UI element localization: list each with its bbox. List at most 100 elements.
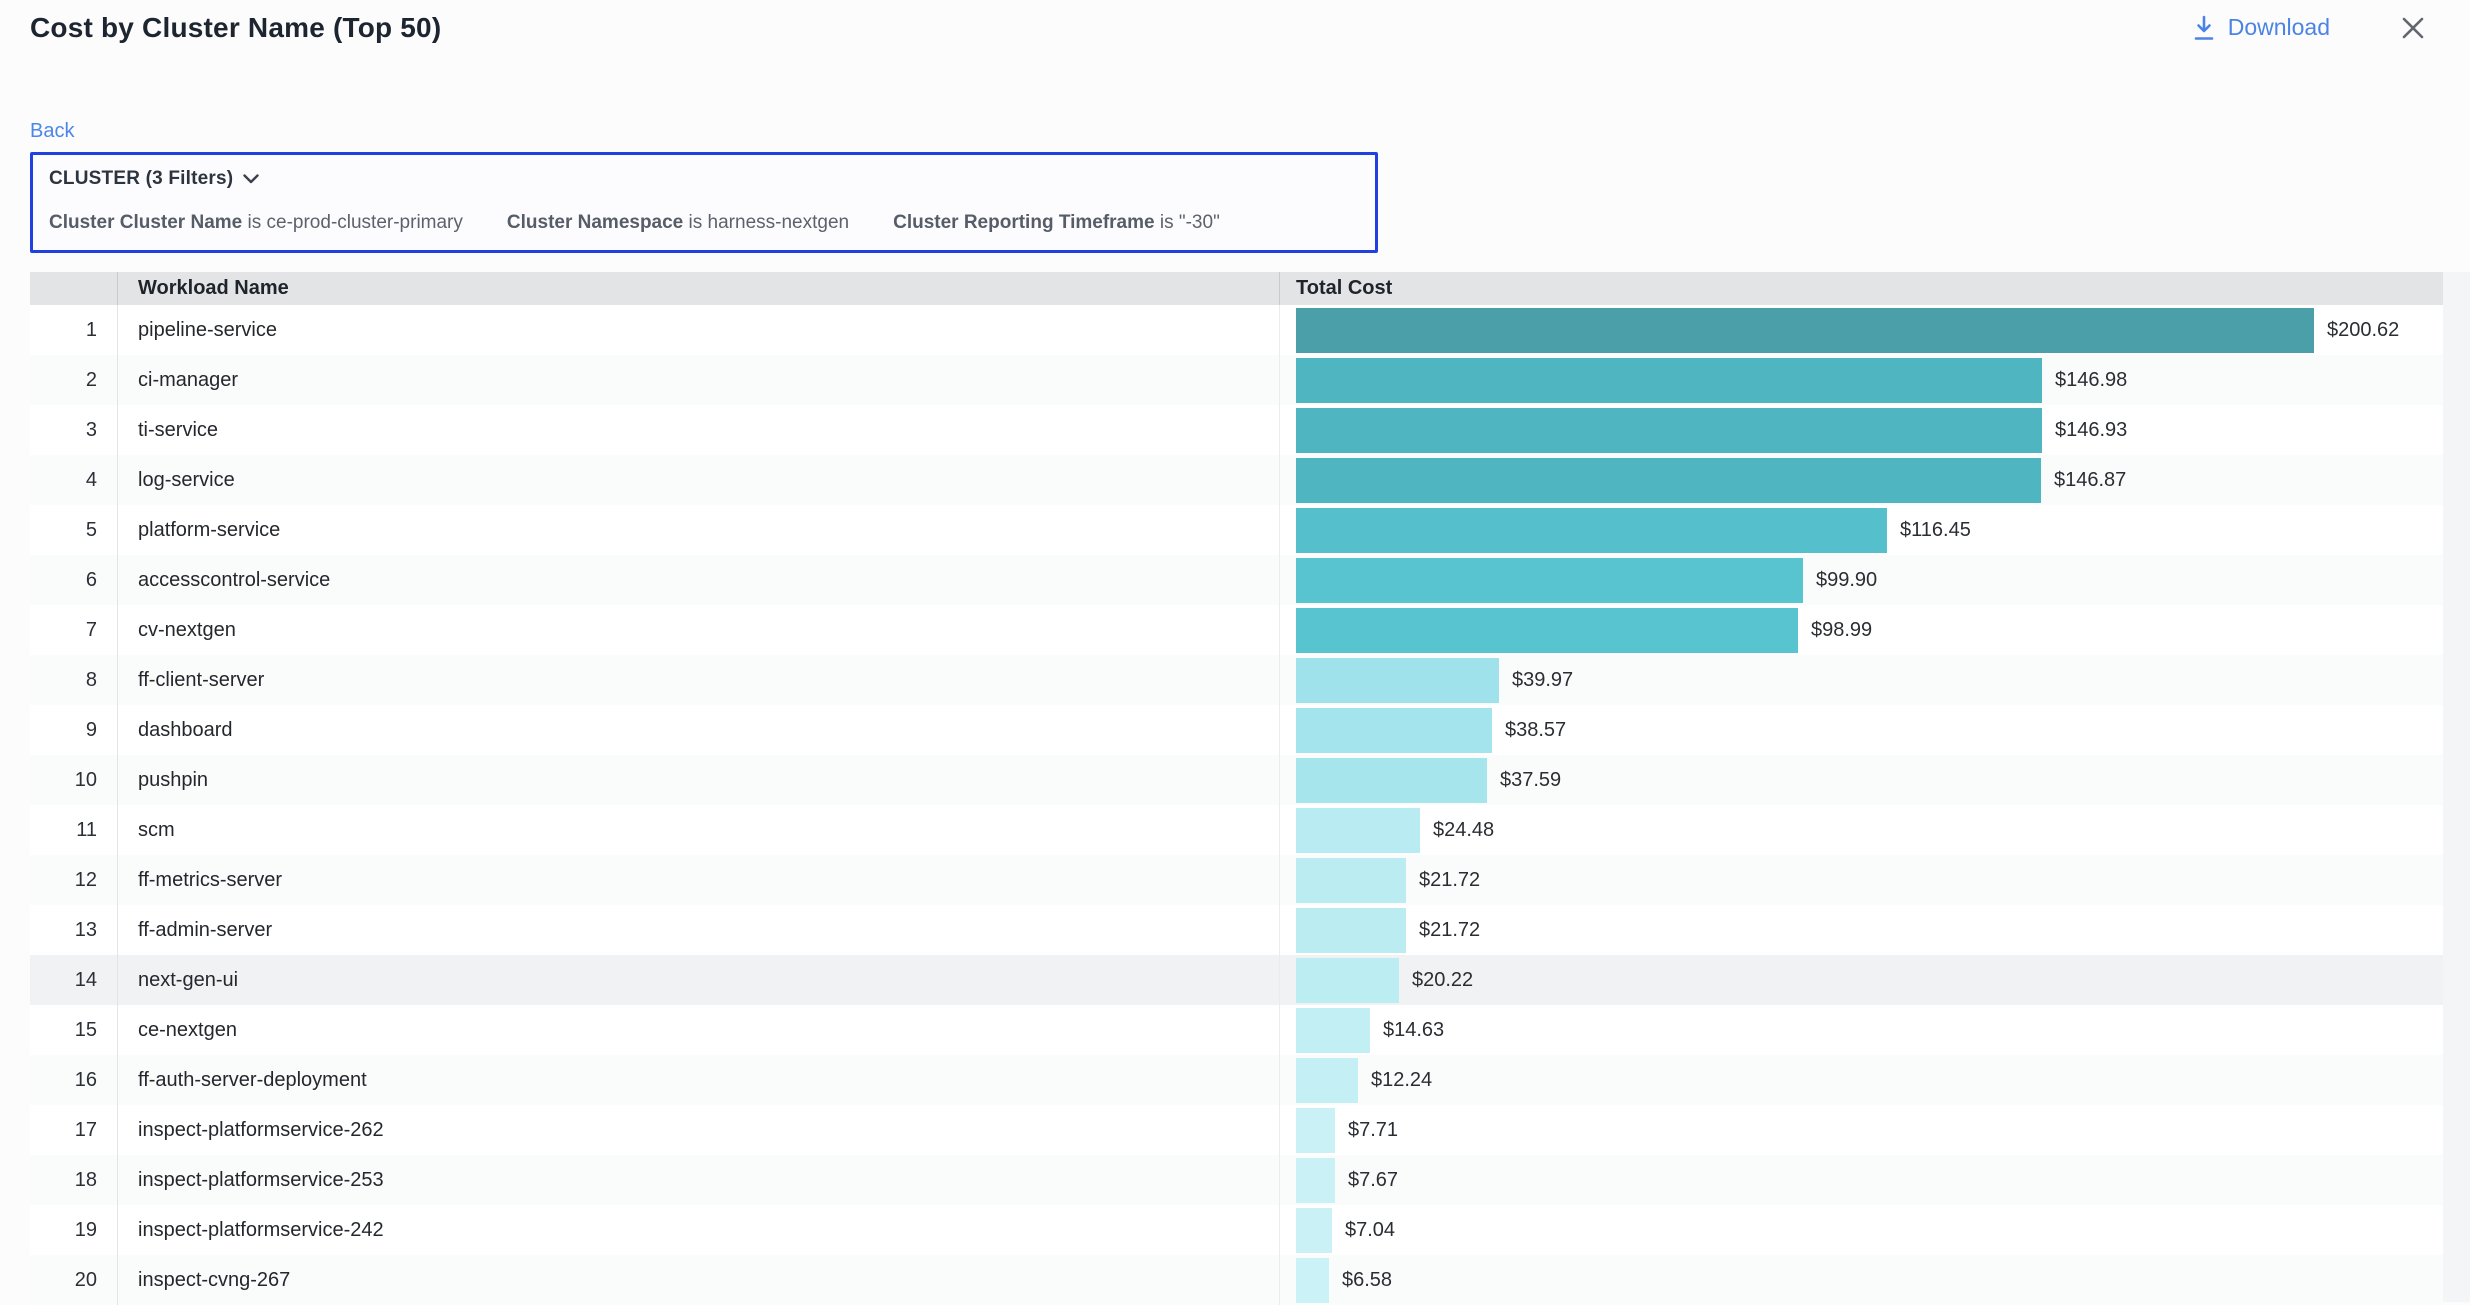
cost-value: $21.72 [1419,868,1481,891]
total-cost-cell: $200.62 [1280,305,2443,355]
cost-bar[interactable] [1296,807,1420,853]
table-row[interactable]: 6 accesscontrol-service $99.90 [30,555,2443,605]
table-row[interactable]: 14 next-gen-ui $20.22 [30,955,2443,1005]
row-rank: 13 [30,905,118,955]
cost-bar[interactable] [1296,857,1406,903]
table-row[interactable]: 13 ff-admin-server $21.72 [30,905,2443,955]
workload-name: pipeline-service [118,305,1280,355]
row-rank: 19 [30,1205,118,1255]
cost-bar[interactable] [1296,1107,1335,1153]
cost-value: $146.98 [2055,368,2128,391]
cost-bar[interactable] [1296,1207,1332,1253]
workload-name: accesscontrol-service [118,555,1280,605]
table-row[interactable]: 5 platform-service $116.45 [30,505,2443,555]
total-cost-cell: $39.97 [1280,655,2443,705]
workload-name: ce-nextgen [118,1005,1280,1055]
cost-bar[interactable] [1296,307,2314,353]
cost-bar[interactable] [1296,557,1803,603]
filter-cluster-name: Cluster Cluster Name is ce-prod-cluster-… [49,212,463,234]
cost-value: $99.90 [1816,568,1878,591]
filter-group-label: CLUSTER (3 Filters) [49,168,234,189]
row-rank: 10 [30,755,118,805]
cost-table: Workload Name Total Cost 1 pipeline-serv… [30,272,2443,1305]
filter-field: Cluster Namespace [506,212,684,233]
workload-name: ti-service [118,405,1280,455]
cost-bar[interactable] [1296,1257,1329,1303]
close-icon[interactable] [2400,15,2426,41]
cost-bar[interactable] [1296,907,1406,953]
cost-bar[interactable] [1296,757,1487,803]
total-cost-cell: $24.48 [1280,805,2443,855]
cost-bar[interactable] [1296,957,1399,1003]
workload-name: pushpin [118,755,1280,805]
total-cost-cell: $21.72 [1280,855,2443,905]
cost-value: $7.04 [1345,1218,1396,1241]
table-row[interactable]: 3 ti-service $146.93 [30,405,2443,455]
total-cost-column-header: Total Cost [1296,277,1393,299]
cost-bar[interactable] [1296,707,1492,753]
cost-bar[interactable] [1296,457,2041,503]
filter-field: Cluster Reporting Timeframe [893,212,1155,233]
cost-bar[interactable] [1296,607,1798,653]
table-row[interactable]: 1 pipeline-service $200.62 [30,305,2443,355]
cost-value: $14.63 [1383,1018,1445,1041]
cost-value: $24.48 [1433,818,1495,841]
cost-bar[interactable] [1296,657,1499,703]
row-rank: 20 [30,1255,118,1305]
table-row[interactable]: 4 log-service $146.87 [30,455,2443,505]
table-row[interactable]: 16 ff-auth-server-deployment $12.24 [30,1055,2443,1105]
workload-name: inspect-platformservice-242 [118,1205,1280,1255]
table-row[interactable]: 20 inspect-cvng-267 $6.58 [30,1255,2443,1305]
workload-name: ff-admin-server [118,905,1280,955]
rank-column-header [30,272,118,305]
table-row[interactable]: 8 ff-client-server $39.97 [30,655,2443,705]
table-row[interactable]: 11 scm $24.48 [30,805,2443,855]
workload-name: ff-metrics-server [118,855,1280,905]
total-cost-cell: $6.58 [1280,1255,2443,1305]
cost-value: $146.93 [2055,418,2128,441]
cost-value: $116.45 [1900,518,1971,541]
workload-name: scm [118,805,1280,855]
cost-bar[interactable] [1296,407,2042,453]
cost-bar[interactable] [1296,1057,1358,1103]
workload-name: ff-auth-server-deployment [118,1055,1280,1105]
cost-value: $20.22 [1412,968,1474,991]
row-rank: 3 [30,405,118,455]
total-cost-cell: $7.67 [1280,1155,2443,1205]
workload-name: log-service [118,455,1280,505]
row-rank: 8 [30,655,118,705]
cost-bar[interactable] [1296,1157,1335,1203]
filter-reporting-timeframe: Cluster Reporting Timeframe is "-30" [893,212,1220,234]
table-row[interactable]: 17 inspect-platformservice-262 $7.71 [30,1105,2443,1155]
workload-name: platform-service [118,505,1280,555]
workload-name: inspect-platformservice-262 [118,1105,1280,1155]
filter-group-toggle[interactable]: CLUSTER (3 Filters) [49,168,1359,190]
filter-condition: is ce-prod-cluster-primary [247,212,463,233]
row-rank: 14 [30,955,118,1005]
table-row[interactable]: 15 ce-nextgen $14.63 [30,1005,2443,1055]
table-row[interactable]: 19 inspect-platformservice-242 $7.04 [30,1205,2443,1255]
total-cost-cell: $37.59 [1280,755,2443,805]
cost-value: $38.57 [1505,718,1567,741]
table-row[interactable]: 9 dashboard $38.57 [30,705,2443,755]
row-rank: 1 [30,305,118,355]
cost-bar[interactable] [1296,507,1887,553]
cost-value: $146.87 [2054,468,2127,491]
table-row[interactable]: 12 ff-metrics-server $21.72 [30,855,2443,905]
table-row[interactable]: 2 ci-manager $146.98 [30,355,2443,405]
download-button[interactable]: Download [2192,14,2330,41]
table-header-row: Workload Name Total Cost [30,272,2443,305]
row-rank: 15 [30,1005,118,1055]
total-cost-cell: $146.93 [1280,405,2443,455]
back-link[interactable]: Back [30,120,75,142]
filter-namespace: Cluster Namespace is harness-nextgen [507,212,849,234]
cost-value: $6.58 [1342,1268,1393,1291]
table-row[interactable]: 18 inspect-platformservice-253 $7.67 [30,1155,2443,1205]
table-row[interactable]: 10 pushpin $37.59 [30,755,2443,805]
cost-bar[interactable] [1296,357,2042,403]
row-rank: 6 [30,555,118,605]
workload-name: inspect-platformservice-253 [118,1155,1280,1205]
total-cost-cell: $38.57 [1280,705,2443,755]
table-row[interactable]: 7 cv-nextgen $98.99 [30,605,2443,655]
cost-bar[interactable] [1296,1007,1370,1053]
